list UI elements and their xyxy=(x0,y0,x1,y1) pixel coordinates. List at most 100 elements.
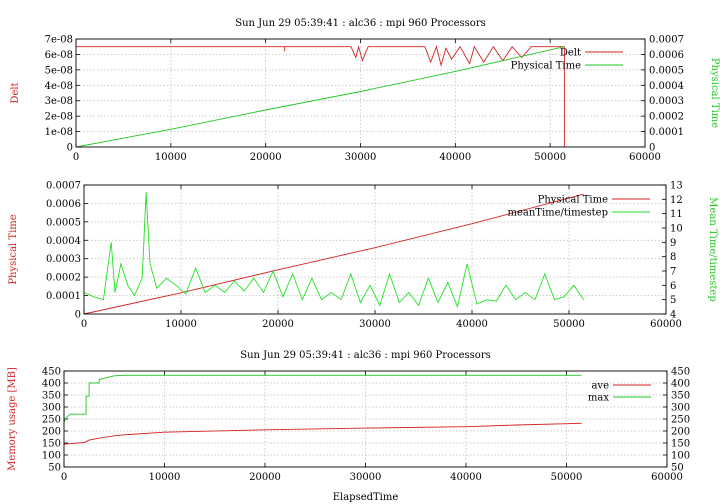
chart-panel-2: 0 10000 20000 30000 40000 50000 60000 0 0.0001 0.… xyxy=(8,181,718,331)
x-tick-label: 10000 xyxy=(149,472,181,483)
x-tick-label: 50000 xyxy=(534,152,566,163)
y2-tick-label: 0.0003 xyxy=(649,96,684,107)
y2-tick-label: 150 xyxy=(671,439,690,450)
y2-tick-label: 0.0005 xyxy=(649,65,684,76)
chart-panel-1: 0 10000 20000 30000 40000 50000 6000001e-082e-… xyxy=(10,18,720,163)
y2-tick-label: 0.0007 xyxy=(649,35,684,46)
y2-tick-label: 250 xyxy=(671,415,690,426)
y-tick-label: 5e-08 xyxy=(45,65,73,76)
y2-tick-label: 100 xyxy=(671,451,690,462)
y2-tick-label: 300 xyxy=(671,403,690,414)
y2-tick-label: 8 xyxy=(670,252,676,263)
y2-tick-label: 9 xyxy=(670,238,676,249)
y-tick-label: 250 xyxy=(42,415,61,426)
x-tick-label: 20000 xyxy=(249,472,281,483)
x-tick-label: 50000 xyxy=(553,319,585,330)
y-tick-label: 3e-08 xyxy=(45,96,73,107)
y-tick-label: 100 xyxy=(42,451,61,462)
legend-label: meanTime/timestep xyxy=(507,208,608,219)
y-tick-label: 0.0004 xyxy=(46,236,81,247)
chart-panel-3: 0 10000 20000 30000 40000 50000 60000501001502… xyxy=(7,350,690,503)
x-tick-label: 10000 xyxy=(165,319,197,330)
x-tick-label: 20000 xyxy=(250,152,282,163)
x-tick-label: 30000 xyxy=(359,319,391,330)
series-line-physical-time xyxy=(75,46,565,148)
y2-tick-label: 11 xyxy=(670,209,683,220)
y-tick-label: 0.0001 xyxy=(46,291,81,302)
y2-tick-label: 0.0006 xyxy=(649,50,684,61)
y2-tick-label: 50 xyxy=(671,463,684,474)
y-tick-label: 0.0003 xyxy=(46,254,81,265)
legend-label: Physical Time xyxy=(511,61,581,72)
y2-tick-label: 12 xyxy=(670,195,683,206)
y-tick-label: 0.0006 xyxy=(46,199,81,210)
plot-frame xyxy=(75,38,646,148)
x-tick-label: 60000 xyxy=(651,472,683,483)
legend-label: Delt xyxy=(560,48,581,59)
y-tick-label: 4e-08 xyxy=(45,81,73,92)
series-line-meantime-timestep xyxy=(83,192,584,309)
y2-tick-label: 13 xyxy=(670,181,683,192)
x-tick-label: 30000 xyxy=(350,472,382,483)
y2-tick-label: 7 xyxy=(670,267,676,278)
y-tick-label: 300 xyxy=(42,403,61,414)
y2-axis-label: Mean Time/timestep xyxy=(707,197,718,301)
x-tick-label: 20000 xyxy=(262,319,294,330)
y-tick-label: 50 xyxy=(48,463,61,474)
legend-label: max xyxy=(588,393,609,404)
x-tick-label: 60000 xyxy=(650,319,682,330)
y2-tick-label: 4 xyxy=(670,310,676,321)
y2-tick-label: 0.0001 xyxy=(649,127,684,138)
y-tick-label: 200 xyxy=(42,427,61,438)
x-tick-label: 0 xyxy=(81,319,87,330)
series-line-max xyxy=(63,374,582,423)
x-axis-label: ElapsedTime xyxy=(333,492,399,503)
y2-tick-label: 10 xyxy=(670,224,683,235)
chart-title: Sun Jun 29 05:39:41 : alc36 : mpi 960 Pr… xyxy=(240,350,491,361)
x-tick-label: 0 xyxy=(73,152,79,163)
y-tick-label: 150 xyxy=(42,439,61,450)
y2-tick-label: 0.0004 xyxy=(649,81,684,92)
y-axis-label: Delt xyxy=(10,82,21,103)
y-tick-label: 450 xyxy=(42,367,61,378)
legend-label: Physical Time xyxy=(538,195,608,206)
x-tick-label: 30000 xyxy=(345,152,377,163)
x-tick-label: 60000 xyxy=(629,152,661,163)
y2-tick-label: 5 xyxy=(670,295,676,306)
y-tick-label: 0.0007 xyxy=(46,181,81,192)
y2-tick-label: 350 xyxy=(671,391,690,402)
y-axis-label: Memory usage [MB] xyxy=(7,367,18,471)
series-line-ave xyxy=(63,422,582,445)
y-tick-label: 400 xyxy=(42,379,61,390)
x-tick-label: 40000 xyxy=(450,472,482,483)
y2-tick-label: 0.0002 xyxy=(649,112,684,123)
plot-frame xyxy=(63,370,668,468)
y2-tick-label: 200 xyxy=(671,427,690,438)
y2-tick-label: 0 xyxy=(649,143,655,154)
y-tick-label: 0.0002 xyxy=(46,273,81,284)
x-tick-label: 0 xyxy=(61,472,67,483)
x-tick-label: 40000 xyxy=(456,319,488,330)
y-tick-label: 7e-08 xyxy=(45,35,73,46)
y-tick-label: 6e-08 xyxy=(45,50,73,61)
y2-tick-label: 6 xyxy=(670,281,676,292)
y2-tick-label: 450 xyxy=(671,367,690,378)
y-axis-label: Physical Time xyxy=(8,214,19,284)
y2-axis-label: Physical Time xyxy=(709,58,720,128)
chart-title: Sun Jun 29 05:39:41 : alc36 : mpi 960 Pr… xyxy=(235,18,486,29)
x-tick-label: 40000 xyxy=(439,152,471,163)
series-line-physical-time xyxy=(83,193,584,315)
series-line-delt xyxy=(76,44,565,147)
y2-tick-label: 400 xyxy=(671,379,690,390)
y-tick-label: 0 xyxy=(75,310,81,321)
x-tick-label: 50000 xyxy=(551,472,583,483)
legend-label: ave xyxy=(591,381,609,392)
plot-frame xyxy=(83,184,667,315)
y-tick-label: 2e-08 xyxy=(45,112,73,123)
y-tick-label: 350 xyxy=(42,391,61,402)
y-tick-label: 0.0005 xyxy=(46,217,81,228)
x-tick-label: 10000 xyxy=(155,152,187,163)
y-tick-label: 1e-08 xyxy=(45,127,73,138)
y-tick-label: 0 xyxy=(67,143,73,154)
